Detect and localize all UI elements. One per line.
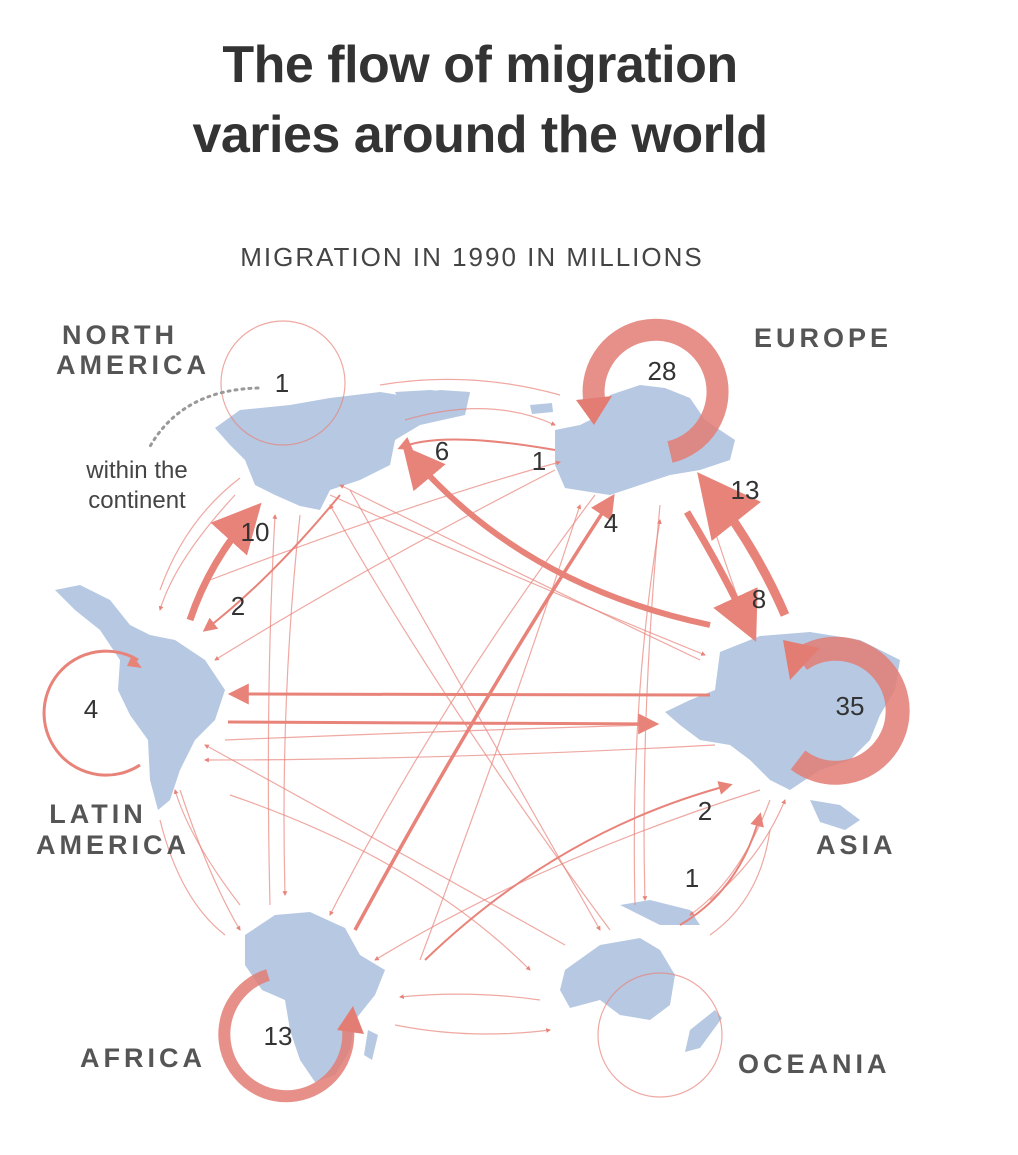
loop-africa-head [337,1006,364,1034]
flow-africa-to-na [267,514,278,906]
label-latin-america-1: LATIN [49,799,146,829]
flow-asia-to-la [204,744,716,763]
flow-asia-to-na [339,484,701,661]
map-africa [245,912,385,1082]
flow-oceania-to-la [204,744,566,946]
value-na-to-la: 2 [231,591,245,621]
outer-ring-top [379,378,561,396]
label-north-america-2: AMERICA [56,350,210,380]
value-europe-to-na: 1 [532,446,546,476]
flow-africa-to-europe-2 [419,504,582,961]
label-oceania: OCEANIA [738,1049,891,1079]
loop-asia-head [783,640,820,680]
loop-latin-america-head [127,655,142,668]
flow-la-to-oceania [229,794,531,971]
value-africa-to-europe: 4 [604,508,618,538]
value-africa-to-asia: 2 [698,796,712,826]
flow-asia-to-europe [697,472,790,617]
title-line-2: varies around the world [192,106,768,164]
value-asia-to-europe: 13 [731,475,760,505]
loop-africa [218,969,355,1103]
title-line-1: The flow of migration [222,36,738,94]
flow-europe-to-asia [684,510,758,642]
annotation-line-2: continent [88,487,186,514]
flow-asia-to-la [227,683,711,705]
annotation-dotted-line [146,386,260,452]
self-loops [42,318,910,1103]
flow-africa-to-europe [353,493,615,931]
flow-la-to-asia [224,722,651,741]
flow-la-to-africa [179,789,241,931]
map-latin-america [55,585,225,810]
major-flows [186,445,790,931]
annotation-line-1: within the [85,457,187,484]
label-latin-america-2: AMERICA [36,830,190,860]
flow-la-to-na [186,502,262,622]
outer-ring-left [159,477,241,591]
minor-flows [158,378,786,1035]
flow-asia-to-na [402,445,711,628]
value-oceania-to-asia: 1 [685,863,699,893]
flow-na-to-europe [404,408,556,426]
label-europe: EUROPE [754,323,892,353]
loop-oceania [597,972,723,1098]
value-africa-self: 13 [264,1021,293,1051]
flow-oceania-to-africa [399,993,541,1001]
value-europe-to-asia: 8 [752,584,766,614]
flow-africa-to-asia [424,781,733,961]
flow-na-to-asia [329,494,706,656]
outer-ring-bottom-left [159,819,226,936]
map-asia [665,632,900,830]
flow-na-to-africa [282,514,301,896]
flow-oceania-to-asia [679,812,764,926]
value-la-self: 4 [84,694,98,724]
value-asia-to-na: 6 [435,436,449,466]
page-title: The flow of migration varies around the … [0,30,960,170]
loop-europe-head [576,396,612,425]
flow-la-to-europe [209,460,561,581]
map-north-america [215,390,470,510]
flow-na-to-la [202,494,341,632]
flow-europe-to-na [397,437,556,451]
value-asia-self: 35 [836,691,865,721]
loop-europe [582,318,729,463]
map-oceania [560,900,722,1052]
map-europe [530,385,735,495]
flow-oceania-to-na [329,504,611,931]
flow-africa-to-la [173,789,241,906]
value-europe-self: 28 [648,356,677,386]
label-africa: AFRICA [80,1043,206,1073]
flow-europe-to-oceania [642,504,661,901]
subtitle: MIGRATION IN 1990 IN MILLIONS [240,242,704,272]
flow-africa-to-oceania [394,1024,551,1035]
flow-oceania-to-europe [633,519,662,906]
flow-asia-to-africa [374,789,761,961]
label-asia: ASIA [816,830,897,860]
loop-latin-america [42,649,141,777]
medium-flows [202,437,764,961]
flow-europe-to-la [214,469,556,661]
label-north-america-1: NORTH [62,320,178,350]
outer-ring-right [709,829,771,936]
value-la-to-na: 10 [241,517,270,547]
value-na-self: 1 [275,368,289,398]
loop-north-america [220,320,346,446]
flow-la-to-asia [227,713,660,735]
loop-asia [790,636,910,785]
